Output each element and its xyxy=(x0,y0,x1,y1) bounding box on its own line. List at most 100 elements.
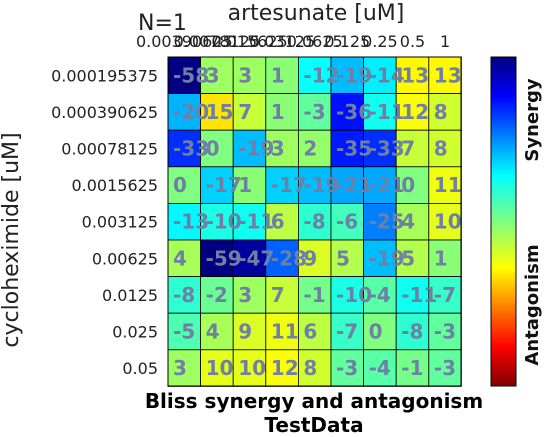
heatmap-cell-value: 8 xyxy=(303,356,317,380)
heatmap-cell-value: -28 xyxy=(271,246,307,270)
heatmap-cell-value: -1 xyxy=(303,283,325,307)
heatmap-cell-value: 4 xyxy=(401,210,415,234)
heatmap-cell xyxy=(297,56,332,94)
heatmap-cell xyxy=(167,239,201,277)
heatmap-cell xyxy=(200,239,234,277)
heatmap-cell xyxy=(395,312,430,351)
heatmap-cell-value: -12 xyxy=(303,63,339,87)
heatmap-cell-value: 2 xyxy=(303,137,317,161)
heatmap-cell-value: -59 xyxy=(206,246,242,270)
heatmap-cell xyxy=(265,312,299,351)
heatmap-cell xyxy=(428,349,462,387)
heatmap-cell-value: -17 xyxy=(206,173,242,197)
heatmap-cell-value: 1 xyxy=(238,173,252,197)
heatmap-frame xyxy=(167,56,462,387)
heatmap-cell xyxy=(395,239,430,277)
heatmap-cell-value: -8 xyxy=(173,283,195,307)
heatmap-cell xyxy=(428,312,462,351)
heatmap-cell xyxy=(363,349,397,387)
heatmap-cell xyxy=(330,129,364,168)
heatmap-cell xyxy=(200,93,234,131)
y-tick-label: 0.0015625 xyxy=(71,176,158,195)
heatmap-cell-value: -11 xyxy=(401,283,437,307)
x-tick-label: 0.03125 xyxy=(249,32,315,51)
heatmap-cell-value: 12 xyxy=(401,100,429,124)
heatmap-cell-value: 9 xyxy=(238,320,252,344)
heatmap-cell xyxy=(330,349,364,387)
heatmap-cell-value: 13 xyxy=(401,63,429,87)
x-axis-label: artesunate [uM] xyxy=(228,1,405,26)
heatmap-cell-value: -33 xyxy=(369,137,405,161)
heatmap-cell-value: 8 xyxy=(434,137,448,161)
heatmap-cell xyxy=(395,129,430,168)
heatmap-cell xyxy=(232,239,267,277)
heatmap-cell-value: -33 xyxy=(173,137,209,161)
heatmap-cell-value: -35 xyxy=(336,137,372,161)
x-tick-label: 0.015625 xyxy=(211,32,287,51)
heatmap-cell-value: -3 xyxy=(434,356,456,380)
heatmap-cell-value: -25 xyxy=(369,210,405,234)
heatmap-cell xyxy=(265,349,299,387)
heatmap-cell xyxy=(428,202,462,241)
heatmap-cell-value: -36 xyxy=(336,100,372,124)
heatmap-cell xyxy=(167,129,201,168)
heatmap-cell xyxy=(428,56,462,94)
heatmap-cell-value: -2 xyxy=(206,283,228,307)
heatmap-cell-value: 4 xyxy=(173,246,187,270)
heatmap-cell xyxy=(167,202,201,241)
heatmap-cell xyxy=(395,349,430,387)
heatmap-cells xyxy=(167,56,462,387)
heatmap-cell-value: 6 xyxy=(271,210,285,234)
heatmap-cell-value: 10 xyxy=(238,356,266,380)
y-tick-label: 0.000195375 xyxy=(51,66,158,85)
heatmap-cell-value: 15 xyxy=(206,100,234,124)
heatmap-cell xyxy=(330,93,364,131)
heatmap-cell-value: -19 xyxy=(336,63,372,87)
heatmap-cell xyxy=(363,129,397,168)
heatmap-cell-value: 0 xyxy=(206,137,220,161)
heatmap-cell-value: 3 xyxy=(238,283,252,307)
heatmap-cell-value: 10 xyxy=(434,210,462,234)
x-tick-label: 0.25 xyxy=(362,32,398,51)
x-tick-label: 0.125 xyxy=(324,32,370,51)
heatmap-cell-value: 1 xyxy=(271,63,285,87)
heatmap-cell-value: -19 xyxy=(238,137,274,161)
heatmap-cell xyxy=(232,349,267,387)
heatmap-cell-value: 11 xyxy=(434,173,462,197)
heatmap-cell-value: 7 xyxy=(238,100,252,124)
heatmap-cell xyxy=(167,349,201,387)
heatmap-cell xyxy=(363,56,397,94)
heatmap-cell xyxy=(363,276,397,314)
heatmap-cell-value: 5 xyxy=(401,246,415,270)
heatmap-cell-value: -3 xyxy=(303,100,325,124)
heatmap-cell-value: -58 xyxy=(173,63,209,87)
heatmap-cell-value: -19 xyxy=(303,173,339,197)
heatmap-cell-value: -13 xyxy=(173,210,209,234)
heatmap-cell xyxy=(200,312,234,351)
heatmap-cell-value: -5 xyxy=(173,320,195,344)
heatmap-cell-value: -14 xyxy=(369,63,405,87)
heatmap-cell-value: -10 xyxy=(206,210,242,234)
x-tick-label: 0.5 xyxy=(400,32,425,51)
heatmap-cell-value: 3 xyxy=(238,63,252,87)
y-tick-label: 0.00625 xyxy=(92,249,158,268)
y-tick-labels: 0.000195375 0.000390625 0.00078125 0.001562… xyxy=(51,66,158,378)
y-tick-label: 0.025 xyxy=(112,323,158,342)
heatmap-cell xyxy=(395,202,430,241)
heatmap-cell xyxy=(200,276,234,314)
heatmap-cell-value: -7 xyxy=(434,283,456,307)
heatmap-cell xyxy=(265,276,299,314)
x-tick-label: 0.00390625 xyxy=(136,32,233,51)
heatmap-cell-value: -11 xyxy=(369,100,405,124)
heatmap-cell-value: -8 xyxy=(401,320,423,344)
heatmap-cell xyxy=(265,202,299,241)
heatmap-cell-value: -19 xyxy=(369,246,405,270)
heatmap-cell-value: 0 xyxy=(401,173,415,197)
heatmap-cell-value: 13 xyxy=(434,63,462,87)
heatmap-cell-value: 1 xyxy=(271,100,285,124)
heatmap-cell xyxy=(428,93,462,131)
heatmap-cell xyxy=(232,202,267,241)
heatmap-cell-value: -6 xyxy=(336,210,358,234)
heatmap-cell-value: -4 xyxy=(369,283,391,307)
